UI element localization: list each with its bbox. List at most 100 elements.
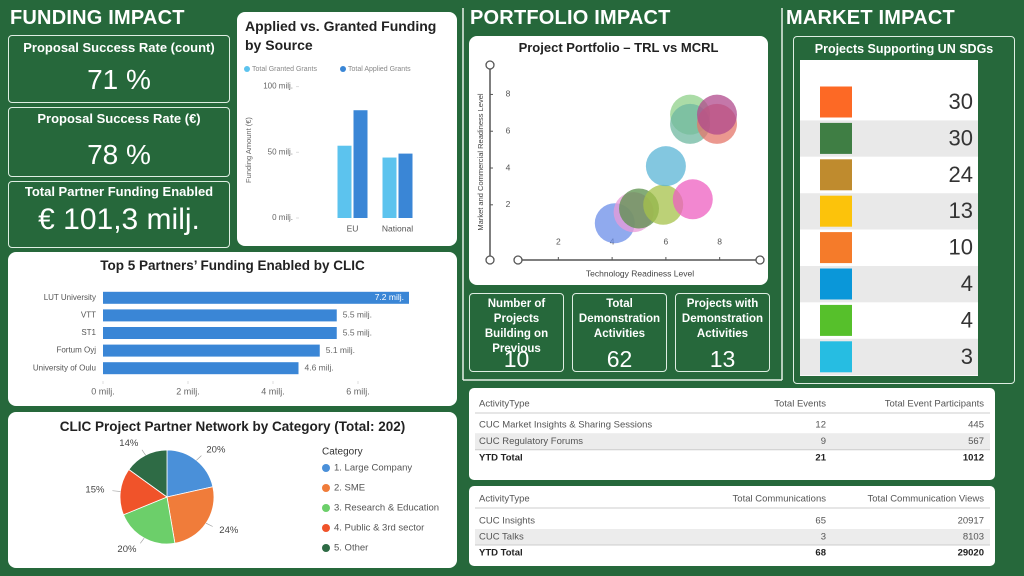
chart-title: Project Portfolio – TRL vs MCRL bbox=[518, 40, 719, 55]
kpi-value: 62 bbox=[606, 346, 633, 372]
sdg-icon bbox=[820, 268, 852, 300]
pie-slice bbox=[119, 468, 168, 516]
sdg-icon bbox=[820, 341, 852, 373]
legend-label: Total Applied Grants bbox=[348, 66, 411, 73]
kpi-label: Proposal Success Rate (count) bbox=[23, 40, 215, 55]
chart-card: Project Portfolio – TRL vs MCRL bbox=[469, 36, 768, 285]
table-cell: CUC Insights bbox=[479, 516, 535, 527]
table-cell: 445 bbox=[968, 420, 984, 431]
data-label: 24% bbox=[219, 525, 239, 536]
data-label: 20% bbox=[117, 544, 137, 555]
bar bbox=[103, 327, 337, 339]
sdg-icon bbox=[820, 122, 852, 154]
data-label: 5.1 milj. bbox=[326, 345, 355, 355]
sdg-count: 4 bbox=[961, 271, 973, 296]
sdg-count: 24 bbox=[949, 162, 973, 187]
kpi-label: Projects with Demonstration Activities bbox=[681, 298, 764, 340]
y-tick-label: VTT bbox=[81, 311, 96, 320]
bar bbox=[103, 291, 409, 304]
x-tick-label: 8 bbox=[717, 236, 722, 246]
legend-label: 1. Large Company bbox=[334, 463, 412, 474]
y-tick-label: 2 bbox=[506, 199, 511, 209]
data-label: 20% bbox=[206, 445, 226, 456]
y-axis-label: Market and Commercial Readiness Level bbox=[476, 93, 485, 230]
sdg-count: 10 bbox=[949, 235, 973, 260]
kpi-label: Total Partner Funding Enabled bbox=[24, 184, 214, 199]
sdg-count: 30 bbox=[949, 125, 973, 150]
data-label: 15% bbox=[85, 484, 105, 495]
table-cell: 9 bbox=[821, 436, 826, 447]
kpi-value: 78 % bbox=[87, 139, 151, 170]
leader-line bbox=[141, 449, 146, 456]
table-total: YTD Total bbox=[479, 548, 523, 559]
sdg-count: 4 bbox=[961, 307, 973, 332]
table-total: 29020 bbox=[958, 548, 984, 559]
leader-line bbox=[112, 490, 121, 492]
x-tick-label: 2 bbox=[556, 236, 561, 246]
table-cell: CUC Market Insights & Sharing Sessions bbox=[479, 420, 652, 431]
bar bbox=[398, 153, 413, 218]
column-header: Total Events bbox=[774, 399, 826, 410]
legend-swatch bbox=[340, 66, 346, 72]
column-header: Total Communication Views bbox=[867, 494, 984, 505]
pie-slice bbox=[128, 449, 168, 498]
leader-line bbox=[205, 522, 213, 527]
sdg-icon bbox=[820, 86, 852, 118]
column-header: Total Event Participants bbox=[885, 399, 985, 410]
table-cell: 8103 bbox=[963, 532, 984, 543]
x-tick-label: 6 bbox=[664, 236, 669, 246]
chart-title: Applied vs. Granted Funding by Source bbox=[245, 18, 437, 53]
kpi-label: Proposal Success Rate (€) bbox=[37, 111, 201, 126]
chart-title: CLIC Project Partner Network by Category… bbox=[59, 419, 406, 434]
x-tick-label: 0 milj. bbox=[91, 386, 115, 396]
kpi-value: 10 bbox=[503, 346, 530, 372]
x-tick-label: 6 milj. bbox=[346, 386, 370, 396]
section-heading: PORTFOLIO IMPACT bbox=[470, 7, 671, 29]
x-tick-label: 4 milj. bbox=[261, 386, 285, 396]
axis-end bbox=[485, 60, 495, 70]
table-total: 21 bbox=[815, 453, 826, 464]
legend-label: 4. Public & 3rd sector bbox=[334, 523, 424, 534]
kpi-card: Projects with Demonstration Activities 1… bbox=[675, 293, 770, 372]
kpi-value: 71 % bbox=[87, 64, 151, 95]
legend-label: 3. Research & Education bbox=[334, 503, 439, 514]
legend-swatch bbox=[322, 484, 330, 492]
kpi-card: Proposal Success Rate (count) 71 % bbox=[8, 35, 230, 103]
y-tick-label: ST1 bbox=[81, 328, 96, 337]
kpi-label: Number of Projects Building on Previous bbox=[484, 298, 549, 355]
bar bbox=[353, 110, 368, 218]
kpi-value: 13 bbox=[709, 346, 736, 372]
legend-label: Total Granted Grants bbox=[252, 66, 317, 73]
row-band bbox=[475, 529, 990, 545]
data-label: 5.5 milj. bbox=[343, 327, 372, 337]
table-total: 68 bbox=[815, 548, 826, 559]
kpi-card: Proposal Success Rate (€) 78 % bbox=[8, 107, 230, 177]
bar bbox=[103, 362, 299, 375]
table-cell: 567 bbox=[968, 436, 984, 447]
kpi-value: € 101,3 milj. bbox=[38, 203, 200, 236]
bar bbox=[382, 157, 397, 218]
kpi-card: Total Demonstration Activities 62 bbox=[572, 293, 667, 372]
axis-end bbox=[755, 255, 765, 265]
row-band bbox=[475, 433, 990, 450]
legend-swatch bbox=[322, 524, 330, 532]
leader-line bbox=[140, 537, 145, 544]
bar bbox=[337, 145, 352, 218]
sdg-icon bbox=[820, 159, 852, 191]
leader-line bbox=[196, 455, 202, 461]
table-card bbox=[469, 486, 995, 566]
y-axis-label: Funding Amount (€) bbox=[244, 117, 253, 183]
axis-end bbox=[485, 255, 495, 265]
kpi-card: Total Partner Funding Enabled € 101,3 mi… bbox=[8, 181, 230, 248]
sdg-card: Projects Supporting UN SDGs bbox=[793, 36, 1015, 384]
kpi-label: Total Demonstration Activities bbox=[578, 298, 661, 340]
y-tick-label: LUT University bbox=[44, 293, 96, 302]
bar bbox=[103, 309, 337, 322]
column-header: ActivityType bbox=[479, 399, 530, 410]
y-tick-label: 50 milj. bbox=[268, 147, 293, 156]
x-axis-label: Technology Readiness Level bbox=[586, 268, 694, 278]
section-heading: MARKET IMPACT bbox=[786, 7, 955, 29]
y-tick-label: University of Oulu bbox=[33, 363, 96, 372]
sdg-icon bbox=[820, 232, 852, 264]
